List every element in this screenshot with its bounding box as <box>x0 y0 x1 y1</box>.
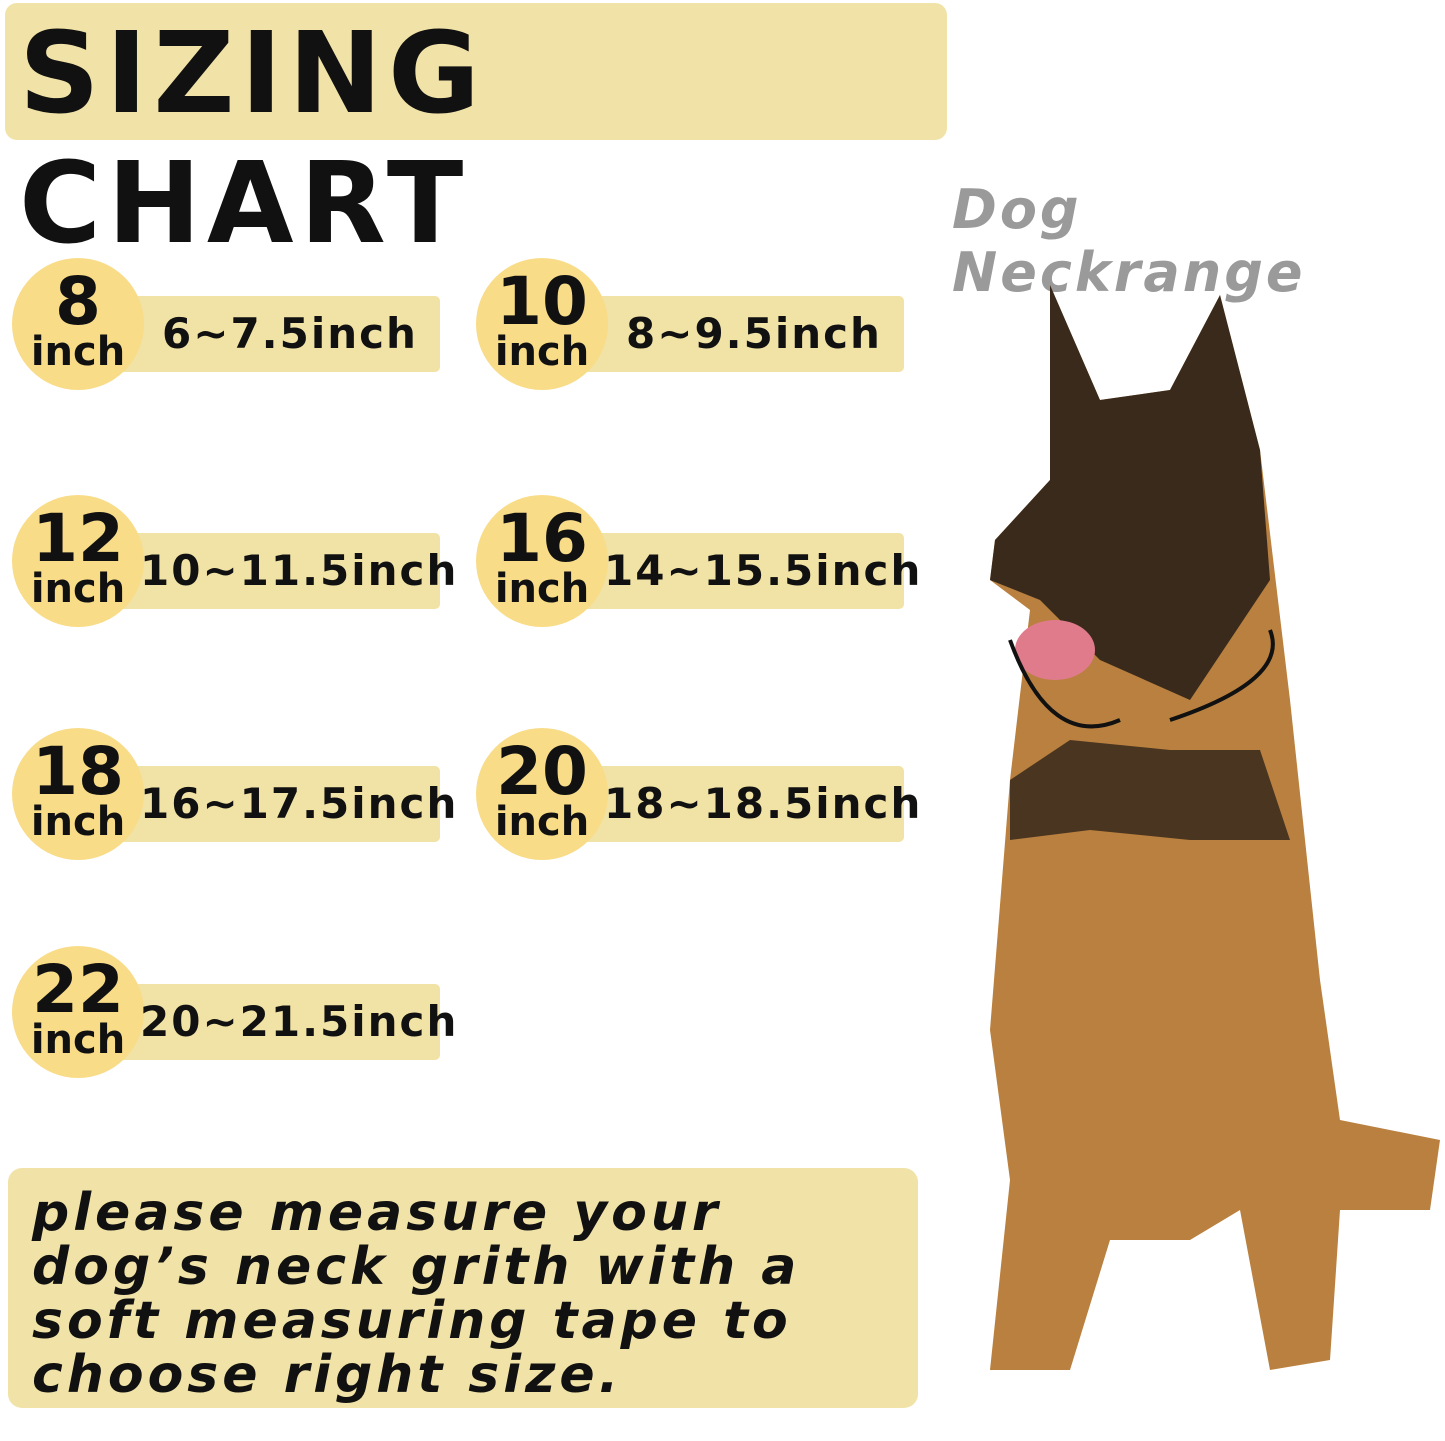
size-unit: inch <box>30 1017 126 1063</box>
size-option: 10 inch 8~9.5inch <box>464 258 904 392</box>
neck-range: 10~11.5inch <box>140 546 459 595</box>
page-title: SIZING CHART <box>19 9 486 269</box>
size-badge: 16 inch <box>476 495 608 627</box>
neck-range-label: Dog Neckrange <box>952 178 1306 304</box>
size-badge: 20 inch <box>476 728 608 860</box>
size-badge: 8 inch <box>12 258 144 390</box>
size-option: 20 inch 18~18.5inch <box>464 728 923 862</box>
size-option: 8 inch 6~7.5inch <box>0 258 440 392</box>
size-value: 12 <box>32 500 124 577</box>
size-option: 18 inch 16~17.5inch <box>0 728 459 862</box>
neck-range: 8~9.5inch <box>626 309 882 358</box>
size-value: 18 <box>32 733 124 810</box>
size-unit: inch <box>30 799 126 845</box>
size-value: 16 <box>496 500 588 577</box>
neck-range: 20~21.5inch <box>140 997 459 1046</box>
size-unit: inch <box>30 566 126 612</box>
size-unit: inch <box>494 329 590 375</box>
size-value: 20 <box>496 733 588 810</box>
range-bar <box>118 533 440 609</box>
range-bar <box>582 766 904 842</box>
title-banner: SIZING CHART <box>5 3 947 269</box>
size-unit: inch <box>30 329 126 375</box>
neck-range: 18~18.5inch <box>604 779 923 828</box>
size-badge: 18 inch <box>12 728 144 860</box>
size-option: 16 inch 14~15.5inch <box>464 495 923 629</box>
size-option: 12 inch 10~11.5inch <box>0 495 459 629</box>
range-bar <box>118 296 440 372</box>
size-unit: inch <box>494 799 590 845</box>
size-badge: 12 inch <box>12 495 144 627</box>
size-value: 22 <box>32 951 124 1028</box>
size-badge: 10 inch <box>476 258 608 390</box>
range-bar <box>118 766 440 842</box>
size-value: 10 <box>496 263 588 340</box>
dog-photo <box>990 285 1440 1370</box>
instruction-text: please measure your dog’s neck grith wit… <box>32 1183 801 1405</box>
neck-range: 14~15.5inch <box>604 546 923 595</box>
range-bar <box>118 984 440 1060</box>
range-bar <box>582 533 904 609</box>
size-value: 8 <box>55 263 101 340</box>
range-bar <box>582 296 904 372</box>
size-badge: 22 inch <box>12 946 144 1078</box>
neck-range: 6~7.5inch <box>162 309 418 358</box>
size-option: 22 inch 20~21.5inch <box>0 946 459 1080</box>
instruction-panel: please measure your dog’s neck grith wit… <box>8 1168 918 1408</box>
neck-range: 16~17.5inch <box>140 779 459 828</box>
size-unit: inch <box>494 566 590 612</box>
